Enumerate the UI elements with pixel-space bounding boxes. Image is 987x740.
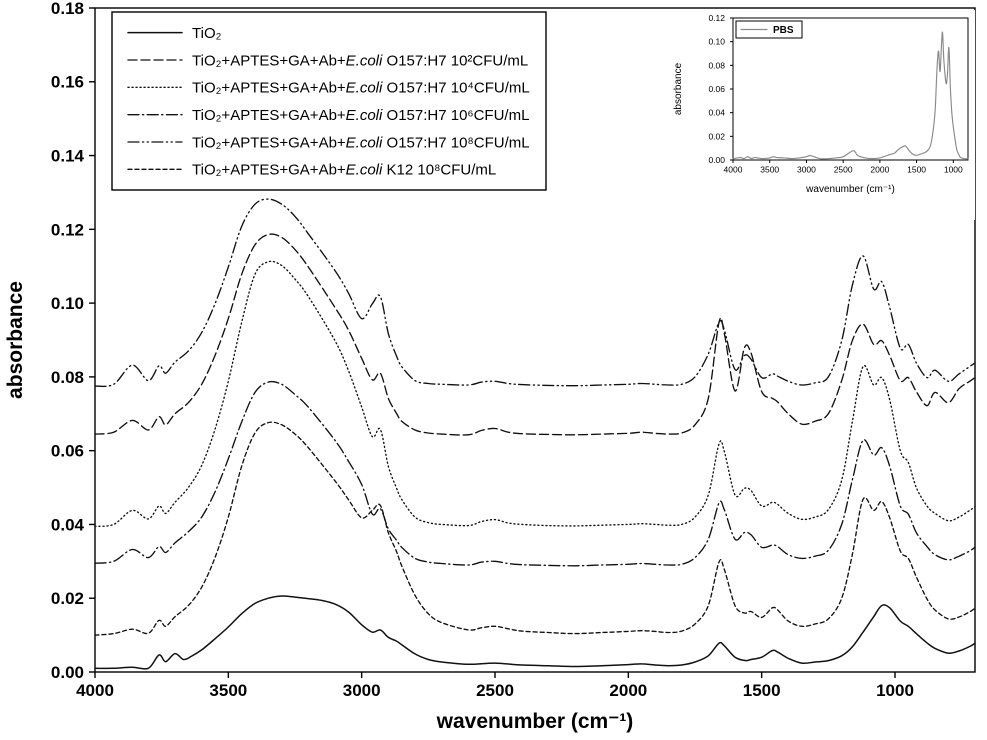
y-tick-label: 0.14: [51, 147, 85, 166]
y-tick-label: 0.18: [51, 0, 84, 18]
series-lines: [94, 198, 976, 670]
x-tick-label: 3500: [209, 681, 247, 700]
spectrum-line: [94, 233, 976, 436]
x-tick-label: 2000: [870, 165, 889, 175]
spectrum-line: [94, 198, 976, 388]
y-tick-label: 0.02: [708, 131, 725, 141]
legend: TiO₂ TiO₂+APTES+GA+Ab+E.coli O157:H7 10²C…: [111, 11, 547, 191]
legend-box: [111, 11, 547, 191]
y-tick-label: 0.04: [708, 108, 725, 118]
y-tick-label: 0.08: [51, 368, 84, 387]
y-tick-label: 0.06: [708, 84, 725, 94]
y-tick-label: 0.16: [51, 73, 84, 92]
legend-label: TiO₂+APTES+GA+Ab+E.coli K12 10⁸CFU/mL: [192, 162, 496, 179]
x-axis-title: wavenumber (cm⁻¹): [436, 710, 634, 733]
y-tick-label: 0.10: [51, 294, 84, 313]
y-tick-label: 0.02: [51, 589, 84, 608]
y-tick-label: 0.00: [51, 663, 84, 682]
y-tick-label: 0.06: [51, 442, 84, 461]
y-tick-label: 0.04: [51, 515, 85, 534]
y-tick-label: 0.08: [708, 60, 725, 70]
legend: PBS: [735, 20, 803, 39]
legend-label: TiO₂+APTES+GA+Ab+E.coli O157:H7 10⁴CFU/m…: [192, 80, 530, 97]
legend-label: TiO₂+APTES+GA+Ab+E.coli O157:H7 10⁸CFU/m…: [192, 134, 530, 151]
x-tick-label: 1500: [907, 165, 926, 175]
x-tick-label: 2000: [609, 681, 647, 700]
y-tick-label: 0.00: [708, 155, 725, 165]
y-tick-label: 0.12: [708, 13, 725, 23]
series-lines: [732, 31, 969, 160]
spectrum-line: [732, 31, 969, 160]
x-axis-title: wavenumber (cm⁻¹): [805, 184, 895, 195]
x-tick-label: 1000: [944, 165, 963, 175]
y-tick-label: 0.10: [708, 37, 725, 47]
spectrum-line: [94, 421, 976, 636]
x-tick-label: 4000: [76, 681, 114, 700]
axes: 4000 3500 3000 2500 2000 1500 1000 0.00 0.02 0.04…: [4, 0, 976, 733]
x-tick-label: 2500: [476, 681, 514, 700]
legend-label: TiO₂+APTES+GA+Ab+E.coli O157:H7 10²CFU/m…: [192, 52, 528, 69]
legend-label: TiO₂+APTES+GA+Ab+E.coli O157:H7 10⁶CFU/m…: [192, 107, 529, 124]
x-tick-label: 3000: [343, 681, 381, 700]
legend-label: TiO₂: [192, 25, 222, 42]
y-axis-title: absorbance: [673, 62, 684, 115]
axes: 4000 3500 3000 2500 2000 1500 1000 0.00 0.02 0.04…: [673, 13, 969, 195]
inset-plot-pbs: 4000 3500 3000 2500 2000 1500 1000 0.00 0.02 0.04…: [663, 10, 975, 220]
legend-box: [735, 20, 803, 39]
spectrum-line: [94, 380, 976, 567]
x-tick-label: 3000: [797, 165, 816, 175]
legend-label: PBS: [773, 25, 794, 36]
x-tick-label: 3500: [760, 165, 779, 175]
x-tick-label: 4000: [724, 165, 743, 175]
x-tick-label: 2500: [834, 165, 853, 175]
spectrum-line: [94, 260, 976, 527]
spectrum-line: [94, 595, 976, 670]
y-axis-title: absorbance: [4, 281, 27, 399]
x-tick-label: 1000: [876, 681, 914, 700]
plot-background: [663, 10, 975, 220]
x-tick-label: 1500: [743, 681, 781, 700]
y-tick-label: 0.12: [51, 220, 84, 239]
